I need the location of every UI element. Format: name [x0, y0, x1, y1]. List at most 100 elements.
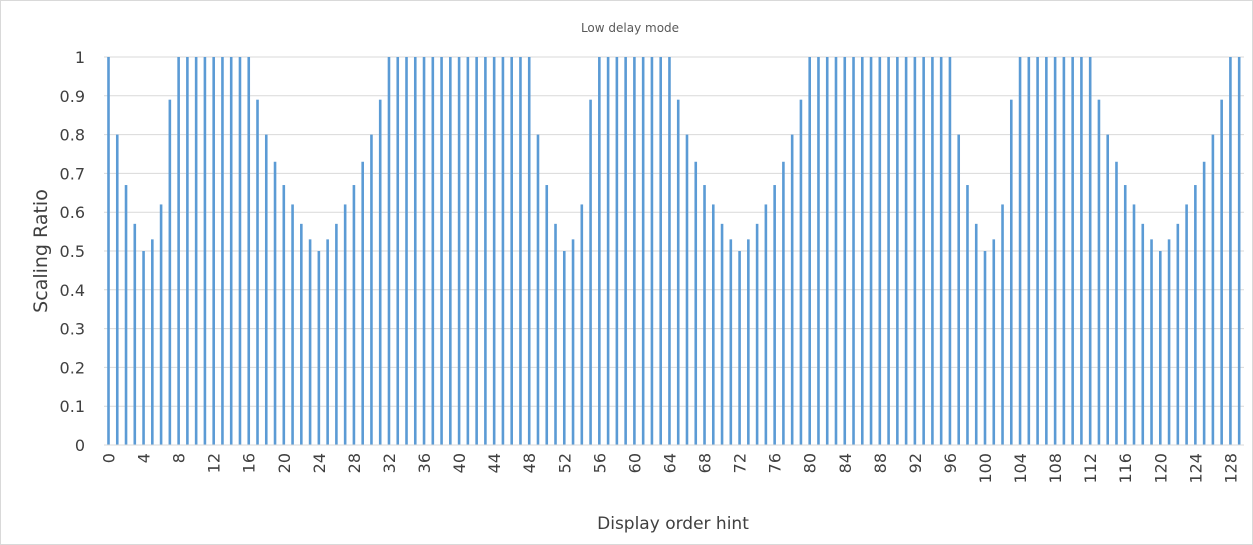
bar: [948, 57, 952, 445]
x-tick-label: 56: [590, 453, 609, 473]
bar: [194, 57, 198, 445]
bar: [1194, 185, 1197, 446]
bar: [738, 251, 741, 445]
bar: [992, 239, 996, 445]
bar: [641, 57, 645, 445]
bar: [1229, 57, 1232, 445]
bar: [273, 161, 277, 445]
bar: [264, 134, 268, 445]
bar: [860, 57, 864, 445]
bar: [159, 204, 163, 445]
bar: [326, 239, 329, 445]
x-tick-label: 108: [1046, 453, 1065, 484]
bar: [317, 251, 321, 445]
bar: [527, 57, 531, 445]
bar: [1097, 99, 1101, 446]
bar: [142, 251, 145, 445]
bar: [1062, 57, 1066, 445]
bar: [878, 57, 882, 445]
chart-title: Low delay mode: [581, 21, 679, 35]
bar: [151, 239, 154, 445]
bar: [703, 185, 706, 446]
bar: [633, 57, 636, 445]
bar: [974, 223, 978, 445]
x-tick-label: 44: [485, 453, 504, 473]
bar: [1080, 57, 1083, 445]
bar: [1009, 99, 1013, 446]
bar: [396, 57, 400, 445]
bar: [343, 204, 347, 445]
x-tick-label: 120: [1151, 453, 1170, 484]
y-tick-label: 0.1: [60, 397, 85, 416]
bar: [931, 57, 934, 445]
bar: [221, 57, 224, 445]
bar: [1036, 57, 1039, 445]
bar: [168, 99, 172, 446]
bar: [589, 99, 592, 446]
bar: [475, 57, 478, 445]
y-tick-labels: 0 0.1 0.2 0.3 0.4 0.5 0.6 0.7 0.8 0.9 1: [60, 48, 85, 455]
bar: [1211, 134, 1215, 445]
bar: [659, 57, 662, 445]
bar: [711, 204, 715, 445]
bar: [1018, 57, 1022, 445]
y-tick-label: 0: [75, 436, 85, 455]
bar: [282, 185, 286, 446]
x-tick-label: 96: [941, 453, 960, 473]
bar: [466, 57, 470, 445]
x-tick-label: 88: [871, 453, 890, 473]
bar: [510, 57, 513, 445]
bar: [449, 57, 452, 445]
bar: [747, 239, 750, 445]
bar: [817, 57, 820, 445]
y-tick-label: 0.2: [60, 358, 85, 377]
bar: [378, 99, 382, 446]
bar: [887, 57, 890, 445]
x-tick-label: 100: [976, 453, 995, 484]
bar: [422, 57, 426, 445]
x-tick-label: 68: [696, 453, 715, 473]
bar: [782, 161, 785, 445]
bar: [676, 99, 680, 446]
bar: [238, 57, 242, 445]
bar: [580, 204, 584, 445]
x-tick-label: 112: [1081, 453, 1100, 484]
x-tick-label: 104: [1011, 453, 1030, 484]
y-tick-label: 0.4: [60, 281, 85, 300]
bar: [335, 223, 338, 445]
x-tick-label: 72: [731, 453, 750, 473]
bar: [773, 185, 776, 446]
bar: [904, 57, 908, 445]
bar: [431, 57, 435, 445]
bar: [896, 57, 899, 445]
bar: [300, 223, 303, 445]
bar: [966, 185, 969, 446]
bars: [107, 57, 1241, 446]
bar: [554, 223, 557, 445]
bar: [764, 204, 768, 445]
bar: [685, 134, 689, 445]
bar: [1132, 204, 1136, 445]
bar: [484, 57, 487, 445]
bar: [133, 223, 137, 445]
bar: [1001, 204, 1004, 445]
bar: [650, 57, 654, 445]
bar: [668, 57, 671, 445]
x-tick-label: 124: [1186, 453, 1205, 484]
y-tick-label: 0.3: [60, 320, 85, 339]
bar: [1106, 134, 1110, 445]
x-tick-label: 0: [100, 453, 119, 463]
bar: [361, 161, 364, 445]
bar: [247, 57, 251, 445]
bar: [843, 57, 847, 445]
bar: [1176, 223, 1180, 445]
x-tick-label: 28: [345, 453, 364, 473]
bar: [352, 185, 356, 446]
bar: [308, 239, 312, 445]
bar: [834, 57, 838, 445]
bar: [694, 161, 698, 445]
bar: [1167, 239, 1171, 445]
bar: [501, 57, 505, 445]
y-tick-label: 0.6: [60, 203, 85, 222]
x-tick-label: 12: [205, 453, 224, 473]
